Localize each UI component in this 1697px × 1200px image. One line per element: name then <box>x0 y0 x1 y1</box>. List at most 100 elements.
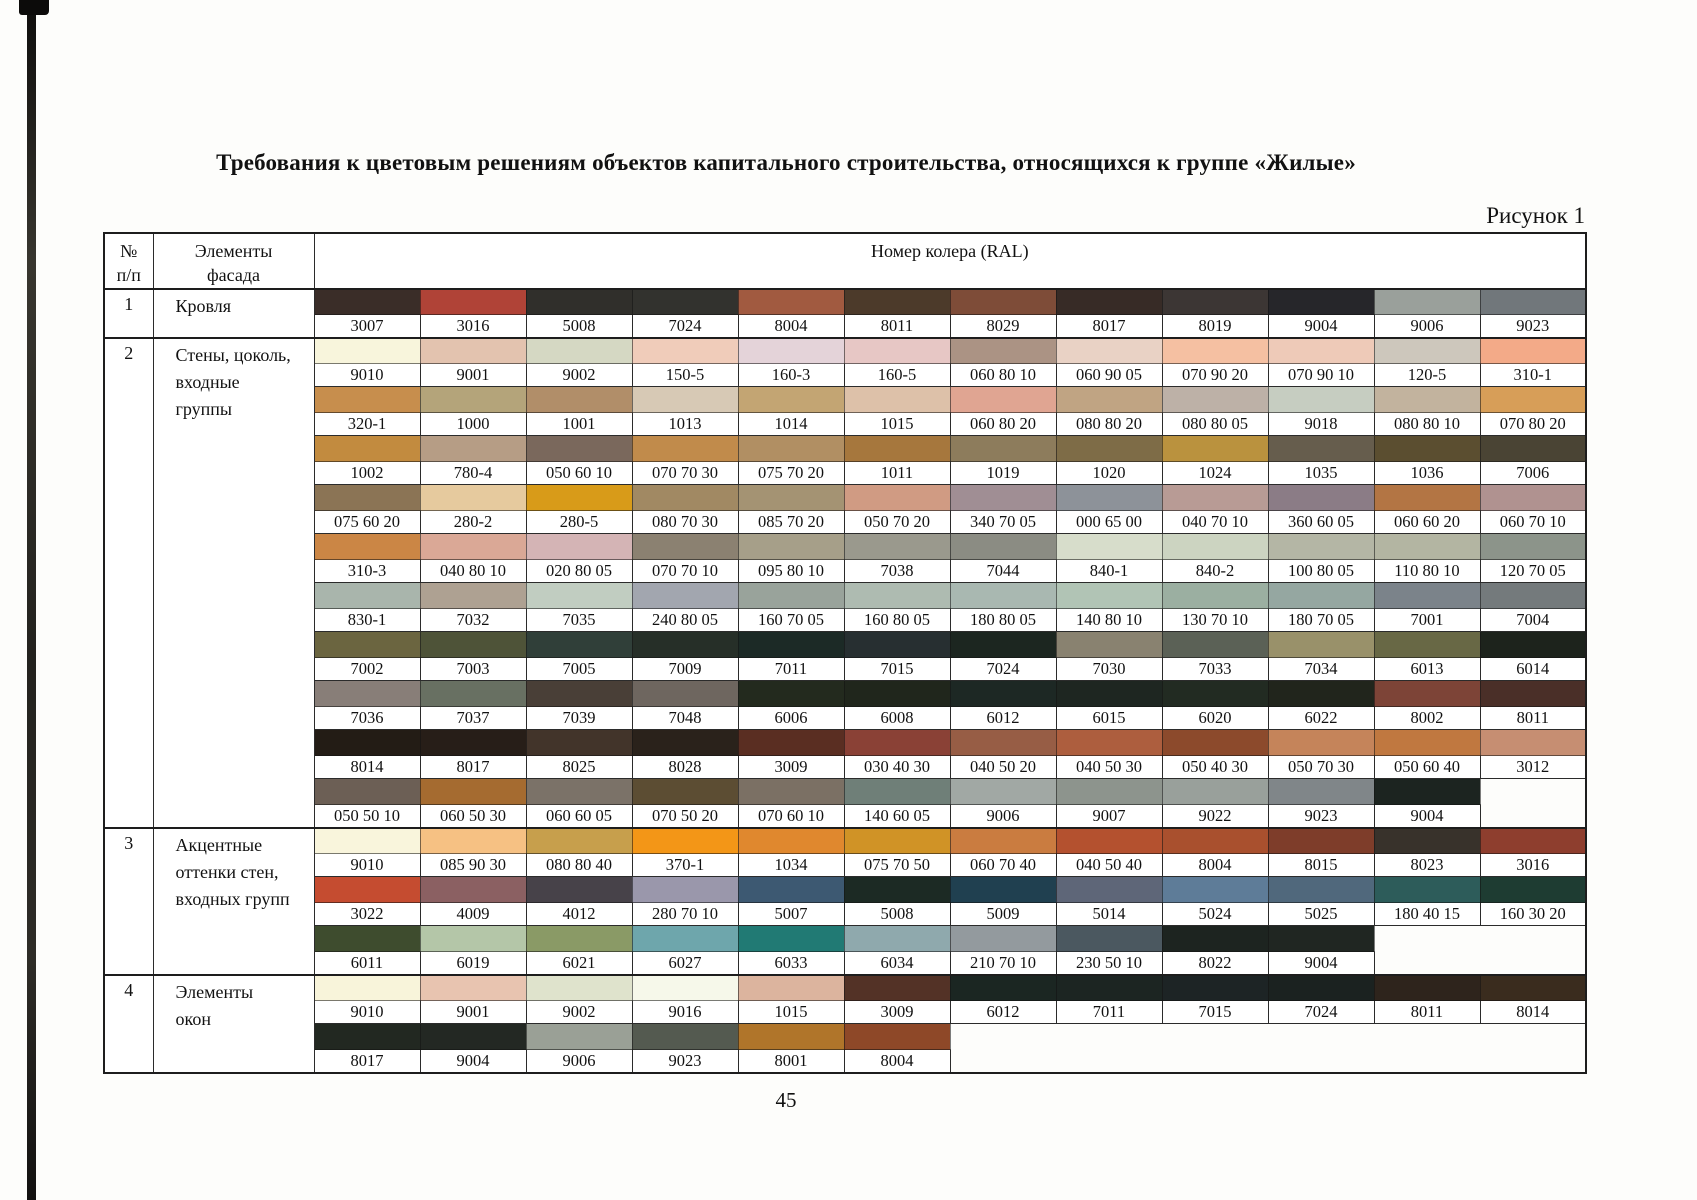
swatch-row <box>104 386 1587 414</box>
swatch-row <box>104 925 1587 953</box>
color-code: 6006 <box>737 706 845 731</box>
color-swatch-1035 <box>1267 435 1375 463</box>
color-swatch-060-80-20 <box>949 386 1057 414</box>
color-swatch-210-70-10 <box>949 925 1057 953</box>
color-swatch-8014 <box>313 729 421 757</box>
color-swatch-1002 <box>313 435 421 463</box>
color-swatch-6027 <box>631 925 739 953</box>
color-code: 1013 <box>631 412 739 437</box>
empty-cell <box>1056 1023 1162 1050</box>
color-swatch-160-5 <box>843 336 951 365</box>
color-code: 9023 <box>1267 804 1375 829</box>
color-swatch-030-40-30 <box>843 729 951 757</box>
color-swatch-7011 <box>737 631 845 659</box>
color-swatch-070-70-30 <box>631 435 739 463</box>
color-code: 060 70 40 <box>949 853 1057 878</box>
color-code: 280-2 <box>419 510 527 535</box>
color-swatch-7004 <box>1479 582 1587 610</box>
color-swatch-7005 <box>525 631 633 659</box>
color-code: 000 65 00 <box>1055 510 1163 535</box>
color-swatch-7036 <box>313 680 421 708</box>
color-code: 9010 <box>313 363 421 388</box>
header-color-number-ral: Номер колера (RAL) <box>313 232 1587 290</box>
color-code: 7006 <box>1479 461 1587 486</box>
color-code: 3016 <box>1479 853 1587 878</box>
swatch-row: 1 Кровля <box>103 287 1587 339</box>
empty-cell <box>1268 1049 1374 1073</box>
color-swatch-6021 <box>525 925 633 953</box>
color-swatch-8028 <box>631 729 739 757</box>
color-code: 130 70 10 <box>1161 608 1269 633</box>
color-code: 085 70 20 <box>737 510 845 535</box>
color-code: 1014 <box>737 412 845 437</box>
color-code: 160 80 05 <box>843 608 951 633</box>
color-swatch-120-5 <box>1373 336 1481 365</box>
color-code: 310-1 <box>1479 363 1587 388</box>
code-label-row: 3022 4009 4012 280 70 10 5007 5008 5009 5014 502… <box>104 902 1587 927</box>
color-swatch-160-80-05 <box>843 582 951 610</box>
color-swatch-8011 <box>1373 973 1481 1002</box>
color-code: 6034 <box>843 951 951 976</box>
color-swatch-130-70-10 <box>1161 582 1269 610</box>
color-swatch-6011 <box>313 925 421 953</box>
color-swatch-9022 <box>1161 778 1269 806</box>
color-code: 9022 <box>1161 804 1269 829</box>
color-code: 8025 <box>525 755 633 780</box>
color-code: 050 70 30 <box>1267 755 1375 780</box>
color-code: 1011 <box>843 461 951 486</box>
color-code: 840-2 <box>1161 559 1269 584</box>
swatch-row <box>104 876 1587 904</box>
color-code: 1020 <box>1055 461 1163 486</box>
color-code: 070 90 20 <box>1161 363 1269 388</box>
color-code: 6012 <box>949 706 1057 731</box>
color-code: 9016 <box>631 1000 739 1025</box>
color-code: 9018 <box>1267 412 1375 437</box>
color-swatch-060-70-40 <box>949 826 1057 855</box>
color-swatch-1001 <box>525 386 633 414</box>
color-code: 160 30 20 <box>1479 902 1587 927</box>
color-code: 4012 <box>525 902 633 927</box>
color-code: 9023 <box>1479 314 1587 339</box>
color-swatch-5007 <box>737 876 845 904</box>
color-code: 7037 <box>419 706 527 731</box>
color-code: 7001 <box>1373 608 1481 633</box>
empty-cell <box>1480 778 1587 805</box>
color-code: 6014 <box>1479 657 1587 682</box>
color-swatch-050-50-10 <box>313 778 421 806</box>
color-code: 050 40 30 <box>1161 755 1269 780</box>
color-swatch-3009 <box>737 729 845 757</box>
color-code: 075 60 20 <box>313 510 421 535</box>
color-swatch-8022 <box>1161 925 1269 953</box>
color-swatch-7015 <box>843 631 951 659</box>
color-swatch-4009 <box>419 876 527 904</box>
empty-cell <box>1374 925 1480 952</box>
color-swatch-060-70-10 <box>1479 484 1587 512</box>
color-swatch-080-80-40 <box>525 826 633 855</box>
color-code: 7024 <box>631 314 739 339</box>
color-code: 080 80 05 <box>1161 412 1269 437</box>
swatch-row <box>104 484 1587 512</box>
color-swatch-6012 <box>949 680 1057 708</box>
color-code: 6019 <box>419 951 527 976</box>
color-code: 7033 <box>1161 657 1269 682</box>
color-code: 140 60 05 <box>843 804 951 829</box>
color-code: 8004 <box>1161 853 1269 878</box>
color-swatch-1013 <box>631 386 739 414</box>
code-label-row: 7036 7037 7039 7048 6006 6008 6012 6015 6020 6022… <box>104 706 1587 731</box>
color-swatch-6022 <box>1267 680 1375 708</box>
color-code: 5007 <box>737 902 845 927</box>
color-code: 9006 <box>949 804 1057 829</box>
color-swatch-140-60-05 <box>843 778 951 806</box>
color-code: 9002 <box>525 1000 633 1025</box>
color-code: 3012 <box>1479 755 1587 780</box>
color-swatch-1024 <box>1161 435 1269 463</box>
color-code: 9006 <box>525 1049 633 1074</box>
code-label-row: 9010 9001 9002 150-5 160-3 160-5 060 80 10 060 … <box>104 363 1587 388</box>
color-swatch-7033 <box>1161 631 1269 659</box>
color-swatch-075-70-50 <box>843 826 951 855</box>
color-swatch-8019 <box>1161 287 1269 316</box>
color-swatch-7035 <box>525 582 633 610</box>
swatch-row <box>104 435 1587 463</box>
color-code: 8023 <box>1373 853 1481 878</box>
color-code: 5025 <box>1267 902 1375 927</box>
